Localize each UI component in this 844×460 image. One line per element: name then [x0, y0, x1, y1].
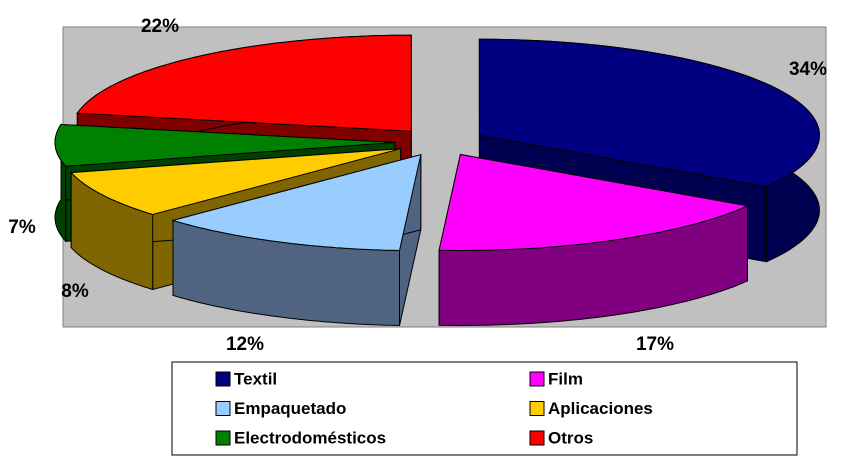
pie — [54, 34, 820, 327]
legend-label: Film — [548, 369, 583, 388]
slice — [54, 123, 396, 167]
data-label: 34% — [789, 59, 827, 80]
slice — [478, 38, 820, 188]
legend-label: Otros — [548, 428, 593, 447]
data-label: 7% — [8, 217, 36, 238]
slice — [76, 34, 412, 132]
legend-label: Electrodomésticos — [234, 428, 386, 447]
legend-swatch — [529, 401, 545, 416]
legend — [171, 361, 798, 456]
data-label: 22% — [141, 16, 179, 37]
legend-swatch — [215, 401, 231, 416]
legend-swatch — [529, 371, 545, 387]
slice — [70, 148, 401, 216]
legend-label: Empaquetado — [234, 399, 346, 418]
data-label: 12% — [226, 334, 264, 355]
legend-swatch — [529, 430, 545, 446]
legend-swatch — [215, 430, 231, 446]
slice — [438, 153, 750, 251]
data-label: 17% — [636, 334, 674, 355]
legend-label: Aplicaciones — [548, 399, 653, 418]
legend-label: Textil — [234, 369, 277, 388]
data-label: 8% — [61, 281, 89, 302]
slice — [171, 154, 422, 252]
legend-swatch — [215, 371, 231, 387]
